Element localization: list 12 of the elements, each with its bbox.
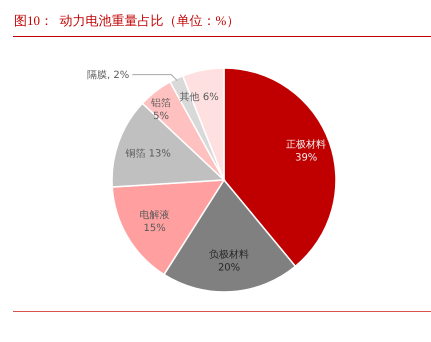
- slice-label: 正极材料: [286, 138, 326, 150]
- slice-label: 铜箔 13%: [124, 148, 171, 160]
- slice-label: 电解液: [140, 209, 170, 222]
- slice-label: 隔膜, 2%: [87, 69, 130, 82]
- data-label: 39%: [295, 152, 318, 164]
- slice-label: 负极材料: [209, 248, 250, 260]
- slice-label: 其他 6%: [180, 90, 219, 103]
- data-label: 20%: [218, 262, 240, 274]
- data-label: 5%: [153, 111, 170, 122]
- data-label: 15%: [143, 223, 166, 234]
- slice-label: 铝箔: [150, 97, 172, 110]
- chart-title: 图10： 动力电池重量占比（单位：%）: [14, 12, 240, 30]
